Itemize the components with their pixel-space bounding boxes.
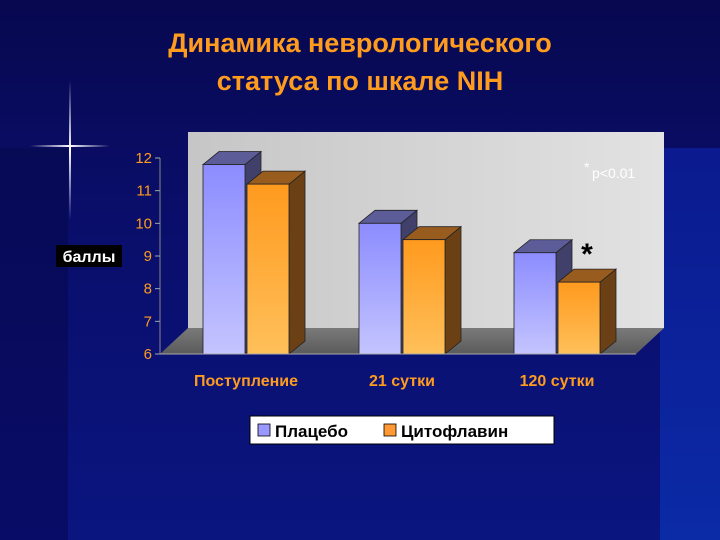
legend-swatch-0	[257, 423, 271, 437]
bar-front	[246, 183, 290, 355]
y-axis-label: баллы	[63, 249, 116, 266]
significance-note-star: *	[584, 159, 590, 175]
bar-front	[202, 164, 246, 355]
bar-citoflavin-0	[245, 170, 307, 355]
legend-swatch-1	[383, 423, 397, 437]
background-panel-right	[660, 148, 720, 540]
bar-front	[513, 252, 557, 355]
y-tick-label: 12	[135, 150, 152, 167]
y-axis: 6 7 8 9 10 11 12 баллы	[56, 150, 161, 363]
bar-front	[402, 239, 446, 355]
significance-note-text: р<0.01	[592, 165, 635, 181]
annotations: ** р<0.01	[581, 159, 635, 271]
legend: Плацебо Цитофлавин	[249, 415, 555, 445]
slide-title: Динамика неврологического статуса по шка…	[0, 24, 720, 100]
slide-title-line1: Динамика неврологического	[168, 28, 552, 58]
legend-label-1: Цитофлавин	[401, 422, 508, 441]
bar-front	[557, 281, 601, 355]
background-panel-left	[0, 148, 68, 540]
y-tick-label: 11	[136, 183, 152, 200]
bar-side	[444, 225, 462, 355]
y-tick-label: 8	[144, 281, 152, 298]
x-tick-label: Поступление	[194, 373, 298, 390]
y-tick-label: 7	[144, 313, 152, 330]
bar-side	[599, 268, 617, 355]
bars-group	[201, 150, 618, 355]
bar-front	[358, 222, 402, 355]
y-tick-label: 6	[144, 346, 152, 363]
legend-label-0: Плацебо	[275, 422, 348, 441]
y-tick-label: 9	[144, 248, 152, 265]
bar-citoflavin-1	[401, 225, 463, 355]
x-tick-label: 21 сутки	[369, 373, 435, 390]
bar-citoflavin-2	[556, 268, 618, 355]
y-tick-label: 10	[135, 215, 152, 232]
slide-title-line2: статуса по шкале NIH	[216, 66, 504, 96]
bar-side	[288, 170, 306, 355]
significance-mark: *	[581, 238, 593, 271]
sparkle-decoration	[30, 80, 110, 220]
x-tick-label: 120 сутки	[520, 373, 595, 390]
legend-box	[249, 415, 555, 445]
y-axis-label-box	[56, 245, 122, 267]
x-axis: Поступление 21 сутки 120 сутки	[160, 353, 636, 390]
